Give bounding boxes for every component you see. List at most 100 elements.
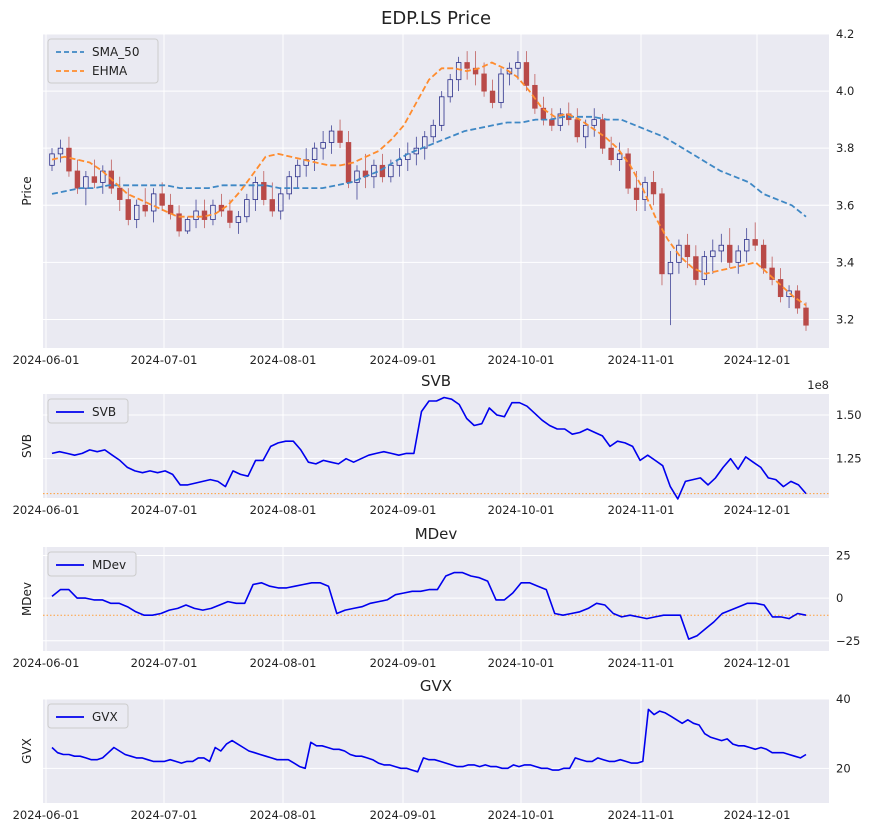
candle-down	[633, 187, 640, 200]
candle-down	[379, 164, 386, 178]
x-tick-label: 2024-10-01	[488, 808, 555, 822]
x-tick-label: 2024-12-01	[724, 353, 791, 367]
candle-down	[117, 187, 123, 200]
candle-down	[523, 62, 530, 86]
y-tick-label: −25	[836, 634, 860, 648]
legend-label: MDev	[92, 558, 126, 572]
candle-up	[320, 142, 326, 149]
candle-up	[235, 216, 242, 223]
legend-box	[47, 38, 159, 84]
candle-up	[583, 124, 589, 138]
candle-up	[515, 62, 521, 69]
y-tick-label: 40	[836, 692, 851, 706]
legend: MDev	[47, 551, 137, 577]
x-tick-label: 2024-07-01	[131, 656, 198, 670]
plot-area	[43, 34, 829, 348]
panel-mdev: MDev MDev 25 0 −25 2024-06-01 2024-07-01 2024-0…	[13, 525, 861, 670]
y-tick-label: 20	[836, 761, 851, 775]
legend-label: SVB	[92, 405, 116, 419]
candle-up	[642, 182, 648, 200]
x-tick-label: 2024-09-01	[370, 808, 437, 822]
x-tick-label: 2024-11-01	[608, 353, 675, 367]
legend: SVB	[47, 398, 129, 424]
series-line-mdev	[51, 571, 807, 640]
candle-down	[659, 193, 665, 275]
candle-up	[311, 147, 318, 161]
x-tick-label: 2024-08-01	[250, 656, 317, 670]
candle-down	[752, 239, 758, 246]
panel-edp-ls-price: EDP.LS Price Price 3.2 3.4 3.6 3.8 4.0 4.2 2024-…	[13, 8, 855, 367]
candle-down	[727, 244, 733, 263]
candle-up	[354, 170, 360, 183]
y-tick-label: 0	[836, 591, 843, 605]
x-tick-label: 2024-10-01	[488, 503, 555, 517]
candle-down	[91, 176, 98, 183]
x-tick-label: 2024-07-01	[131, 808, 198, 822]
legend-box	[47, 398, 129, 424]
series-line-sma-50	[51, 115, 807, 218]
y-axis-label: MDev	[20, 582, 34, 616]
x-tick-label: 2024-11-01	[608, 808, 675, 822]
candle-up	[328, 130, 335, 143]
candle-up	[498, 73, 504, 103]
axis-multiplier: 1e8	[807, 378, 829, 392]
x-tick-label: 2024-06-01	[13, 656, 80, 670]
candle-down	[803, 307, 809, 326]
candle-up	[667, 261, 674, 275]
candle-down	[693, 256, 699, 280]
x-tick-label: 2024-09-01	[370, 503, 437, 517]
candle-down	[261, 182, 267, 200]
x-tick-label: 2024-06-01	[13, 808, 80, 822]
chart-title: SVB	[421, 372, 451, 390]
chart-title: GVX	[420, 677, 452, 695]
x-tick-label: 2024-07-01	[131, 503, 198, 517]
x-tick-label: 2024-12-01	[724, 808, 791, 822]
x-tick-label: 2024-09-01	[370, 656, 437, 670]
candle-up	[430, 124, 436, 138]
candle-up	[710, 250, 716, 258]
candle-down	[777, 279, 784, 298]
candle-up	[422, 136, 428, 149]
y-tick-label: 3.2	[836, 312, 854, 326]
x-tick-label: 2024-12-01	[724, 503, 791, 517]
candle-up	[718, 244, 724, 252]
candle-down	[176, 213, 182, 232]
series-line-gvx	[51, 708, 807, 773]
x-tick-label: 2024-11-01	[608, 503, 675, 517]
y-axis-label: Price	[20, 176, 34, 205]
candle-up	[455, 62, 462, 81]
candle-down	[608, 147, 614, 161]
candle-down	[574, 119, 580, 138]
y-tick-label: 1.50	[836, 408, 862, 422]
candle-up	[252, 182, 259, 200]
candle-up	[439, 96, 445, 126]
candle-down	[464, 62, 470, 69]
y-axis-label: GVX	[20, 738, 34, 764]
candle-up	[447, 79, 453, 98]
candle-down	[159, 193, 165, 206]
y-tick-label: 25	[836, 549, 851, 563]
y-tick-label: 3.4	[836, 255, 854, 269]
candle-up	[735, 250, 741, 263]
panel-svb: SVB SVB 1.25 1.50 1e8 2024-06-01 2024-07-01 202…	[13, 372, 862, 517]
candle-down	[481, 73, 487, 92]
candle-down	[760, 244, 767, 269]
candle-up	[286, 176, 292, 195]
candle-up	[278, 193, 284, 212]
legend: GVX	[47, 703, 129, 729]
candle-up	[388, 164, 394, 178]
chart-title: EDP.LS Price	[381, 8, 491, 29]
legend: SMA_50 EHMA	[47, 38, 159, 84]
candle-up	[210, 204, 216, 220]
x-tick-label: 2024-12-01	[724, 656, 791, 670]
panel-gvx: GVX GVX 40 20 2024-06-01 2024-07-01 2024-08-01…	[13, 677, 851, 822]
candle-down	[650, 182, 657, 195]
candle-down	[269, 199, 275, 212]
candle-down	[227, 210, 233, 223]
candle-up	[557, 113, 564, 126]
chart-title: MDev	[415, 525, 458, 543]
legend-label: SMA_50	[92, 45, 139, 59]
x-tick-label: 2024-10-01	[488, 353, 555, 367]
y-tick-label: 4.0	[836, 84, 854, 98]
